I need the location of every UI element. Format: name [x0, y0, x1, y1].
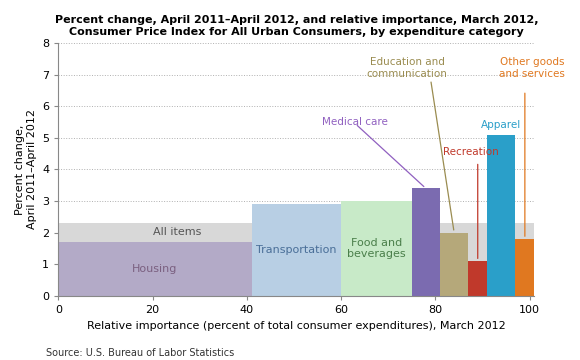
- Text: Transportation: Transportation: [256, 245, 336, 255]
- Bar: [440, 233, 468, 296]
- Bar: [487, 135, 516, 296]
- Bar: [468, 261, 487, 296]
- Bar: [516, 239, 534, 296]
- Text: Housing: Housing: [132, 264, 177, 274]
- Text: Education and
communication: Education and communication: [367, 57, 448, 79]
- Text: Source: U.S. Bureau of Labor Statistics: Source: U.S. Bureau of Labor Statistics: [46, 348, 235, 358]
- Text: Apparel: Apparel: [481, 121, 521, 130]
- Bar: [252, 204, 341, 296]
- Bar: [412, 188, 440, 296]
- Bar: [341, 201, 412, 296]
- Bar: [59, 223, 534, 296]
- Title: Percent change, April 2011–April 2012, and relative importance, March 2012,
Cons: Percent change, April 2011–April 2012, a…: [55, 15, 538, 37]
- Text: Medical care: Medical care: [322, 117, 388, 127]
- Text: Food and
beverages: Food and beverages: [347, 238, 406, 259]
- Text: Recreation: Recreation: [443, 147, 499, 157]
- X-axis label: Relative importance (percent of total consumer expenditures), March 2012: Relative importance (percent of total co…: [87, 321, 506, 330]
- Text: Other goods
and services: Other goods and services: [499, 57, 565, 79]
- Text: All items: All items: [153, 227, 201, 237]
- Bar: [59, 242, 252, 296]
- Y-axis label: Percent change,
April 2011–April 2012: Percent change, April 2011–April 2012: [15, 109, 37, 229]
